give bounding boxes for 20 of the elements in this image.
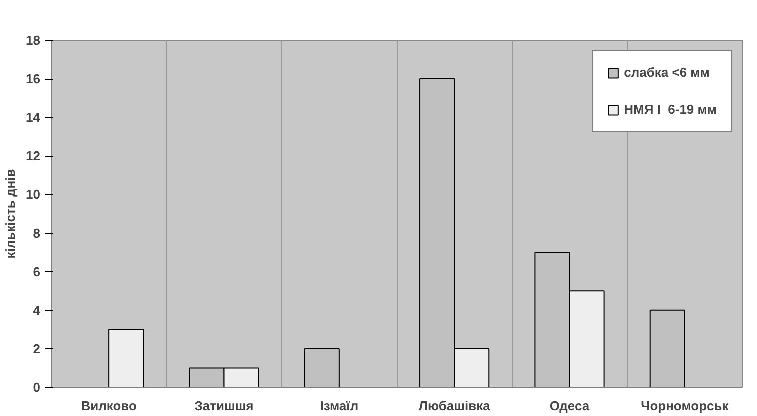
x-tick-label: Затишшя xyxy=(194,398,254,414)
x-tick-label: Вилково xyxy=(81,398,137,414)
x-tick-label: Ізмаїл xyxy=(320,398,359,414)
legend-label: НМЯ I 6-19 мм xyxy=(624,102,717,117)
y-tick-label: 16 xyxy=(26,72,41,87)
y-tick-label: 4 xyxy=(33,302,42,318)
y-tick-label: 2 xyxy=(33,341,41,356)
y-tick-label: 0 xyxy=(33,380,41,395)
bar xyxy=(108,329,144,388)
x-tick-label: Любашівка xyxy=(418,398,492,414)
legend-label: слабка <6 мм xyxy=(624,65,710,80)
y-tick-label: 10 xyxy=(26,187,41,202)
y-tick-label: 8 xyxy=(33,226,41,241)
y-axis-title: кількість днів xyxy=(3,169,18,259)
x-tick-label: Одеса xyxy=(550,398,590,414)
y-tick-label: 18 xyxy=(26,33,41,48)
y-tick-label: 6 xyxy=(33,264,41,280)
x-tick-label: Чорноморськ xyxy=(641,398,730,414)
y-tick-label: 14 xyxy=(26,110,42,126)
y-tick-label: 12 xyxy=(26,148,41,164)
